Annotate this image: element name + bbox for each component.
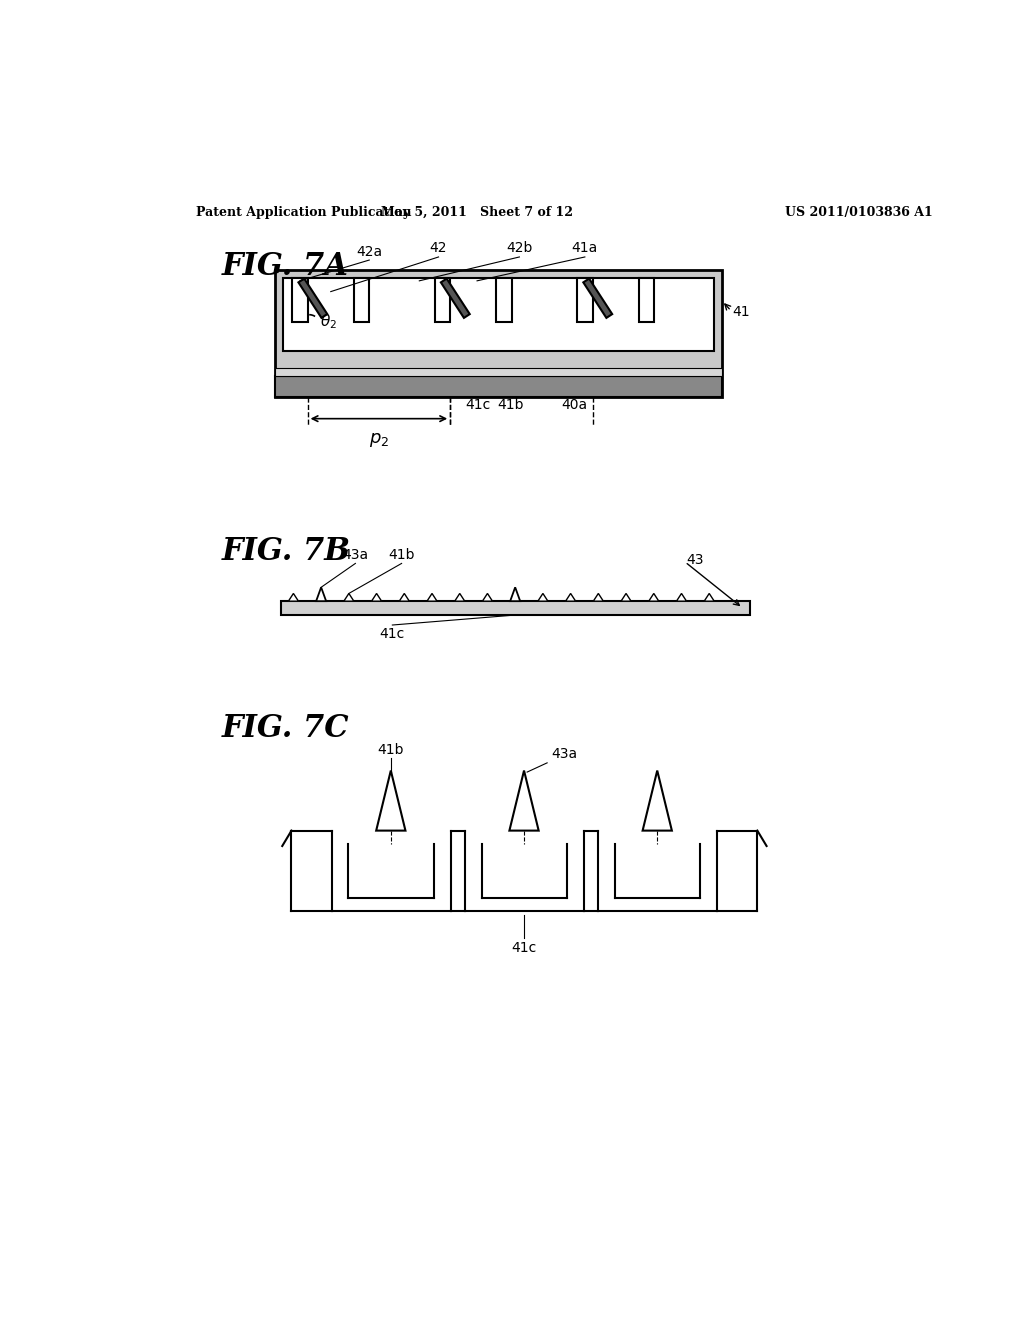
Text: 43a: 43a bbox=[551, 747, 578, 762]
Polygon shape bbox=[399, 594, 410, 601]
Polygon shape bbox=[621, 594, 631, 601]
Polygon shape bbox=[565, 594, 575, 601]
Polygon shape bbox=[289, 594, 298, 601]
Polygon shape bbox=[510, 594, 520, 601]
Text: US 2011/0103836 A1: US 2011/0103836 A1 bbox=[785, 206, 933, 219]
Text: 42a: 42a bbox=[356, 244, 382, 259]
Text: 41c: 41c bbox=[380, 627, 404, 640]
Polygon shape bbox=[344, 594, 354, 601]
Polygon shape bbox=[509, 771, 539, 830]
Polygon shape bbox=[510, 587, 520, 601]
Text: 43a: 43a bbox=[342, 548, 369, 562]
Polygon shape bbox=[275, 376, 722, 397]
Polygon shape bbox=[435, 277, 451, 322]
Polygon shape bbox=[298, 279, 328, 318]
Polygon shape bbox=[643, 771, 672, 830]
Polygon shape bbox=[316, 587, 326, 601]
Text: May 5, 2011   Sheet 7 of 12: May 5, 2011 Sheet 7 of 12 bbox=[381, 206, 573, 219]
Text: FIG. 7A: FIG. 7A bbox=[221, 251, 348, 281]
Polygon shape bbox=[292, 277, 307, 322]
Text: 41b: 41b bbox=[388, 548, 415, 562]
Text: $p_2$: $p_2$ bbox=[369, 430, 389, 449]
Polygon shape bbox=[354, 277, 370, 322]
Text: FIG. 7C: FIG. 7C bbox=[221, 713, 349, 743]
Text: 41c: 41c bbox=[511, 941, 537, 954]
Polygon shape bbox=[593, 594, 603, 601]
Polygon shape bbox=[639, 277, 654, 322]
Polygon shape bbox=[316, 594, 326, 601]
Text: 41a: 41a bbox=[571, 242, 598, 256]
Polygon shape bbox=[649, 594, 658, 601]
Text: 41c: 41c bbox=[466, 397, 490, 412]
Polygon shape bbox=[441, 279, 470, 318]
Text: 41: 41 bbox=[733, 305, 751, 319]
Polygon shape bbox=[584, 279, 612, 318]
Polygon shape bbox=[376, 771, 406, 830]
Text: 43: 43 bbox=[686, 553, 705, 568]
Polygon shape bbox=[275, 271, 722, 397]
Polygon shape bbox=[578, 277, 593, 322]
Polygon shape bbox=[455, 594, 465, 601]
Text: 40a: 40a bbox=[562, 397, 588, 412]
Polygon shape bbox=[427, 594, 437, 601]
Text: FIG. 7B: FIG. 7B bbox=[221, 536, 350, 566]
Text: Patent Application Publication: Patent Application Publication bbox=[196, 206, 412, 219]
Polygon shape bbox=[283, 277, 714, 351]
Polygon shape bbox=[677, 594, 686, 601]
Polygon shape bbox=[275, 368, 722, 376]
Text: 42: 42 bbox=[430, 242, 447, 256]
Polygon shape bbox=[372, 594, 382, 601]
Text: 41b: 41b bbox=[497, 397, 523, 412]
Polygon shape bbox=[482, 594, 493, 601]
Polygon shape bbox=[281, 601, 751, 615]
Polygon shape bbox=[538, 594, 548, 601]
Text: 41b: 41b bbox=[378, 743, 404, 756]
Polygon shape bbox=[497, 277, 512, 322]
Text: 42b: 42b bbox=[506, 242, 532, 256]
Polygon shape bbox=[705, 594, 714, 601]
Text: $\theta_2$: $\theta_2$ bbox=[319, 313, 337, 331]
